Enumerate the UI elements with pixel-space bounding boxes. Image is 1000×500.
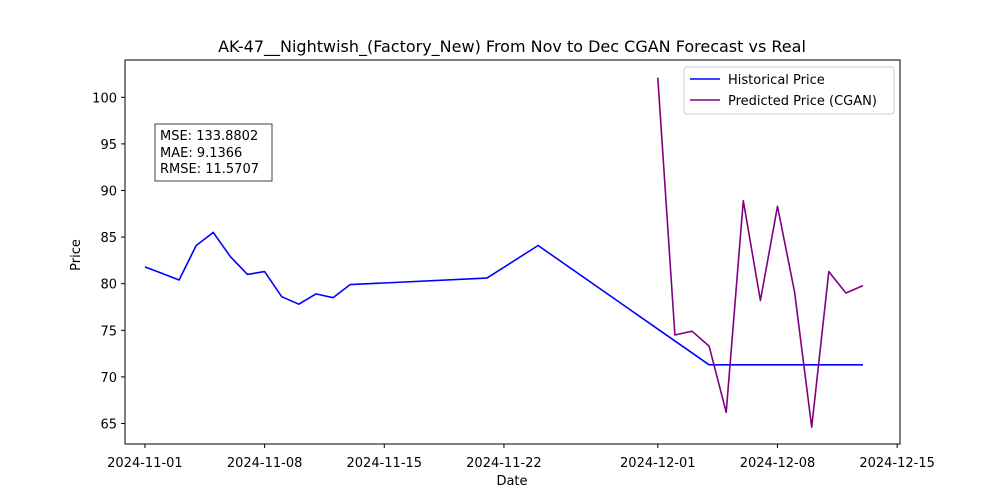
x-axis: 2024-11-01 2024-11-08 2024-11-15 2024-11-22… bbox=[107, 444, 935, 471]
y-tick-label: 80 bbox=[100, 278, 117, 293]
plot-area bbox=[124, 59, 901, 445]
series-layer bbox=[144, 77, 864, 429]
metrics-box: MSE: 133.8802 MAE: 9.1366 RMSE: 11.5707 bbox=[154, 123, 273, 182]
y-tick-label: 100 bbox=[92, 91, 117, 106]
metrics-mse: MSE: 133.8802 bbox=[160, 129, 258, 144]
x-tick-label: 2024-11-22 bbox=[466, 456, 542, 471]
y-tick-label: 90 bbox=[100, 184, 117, 199]
y-axis: 65 70 75 80 85 90 95 100 bbox=[92, 91, 125, 432]
x-tick-label: 2024-12-15 bbox=[859, 456, 935, 471]
historical-price-line bbox=[144, 231, 863, 366]
metrics-rmse: RMSE: 11.5707 bbox=[160, 162, 259, 177]
legend-frame bbox=[683, 66, 895, 115]
x-tick-label: 2024-11-08 bbox=[227, 456, 303, 471]
legend: Historical Price Predicted Price (CGAN) bbox=[683, 66, 895, 115]
x-tick-label: 2024-12-08 bbox=[740, 456, 816, 471]
plot-frame bbox=[124, 59, 901, 445]
y-tick-label: 85 bbox=[100, 231, 117, 246]
metrics-mae: MAE: 9.1366 bbox=[160, 146, 242, 161]
y-tick-label: 95 bbox=[100, 138, 117, 153]
y-tick-label: 65 bbox=[100, 417, 117, 432]
legend-label-predicted: Predicted Price (CGAN) bbox=[728, 94, 877, 109]
y-tick-label: 75 bbox=[100, 324, 117, 339]
x-tick-label: 2024-11-15 bbox=[347, 456, 423, 471]
x-tick-label: 2024-11-01 bbox=[107, 456, 183, 471]
x-tick-label: 2024-12-01 bbox=[620, 456, 696, 471]
y-axis-label: Price bbox=[69, 239, 84, 271]
legend-label-historical: Historical Price bbox=[728, 73, 825, 88]
y-tick-label: 70 bbox=[100, 371, 117, 386]
chart-title: AK-47__Nightwish_(Factory_New) From Nov … bbox=[218, 37, 806, 57]
predicted-price-line bbox=[657, 77, 864, 429]
x-axis-label: Date bbox=[496, 474, 527, 489]
metrics-box-frame bbox=[154, 123, 273, 182]
